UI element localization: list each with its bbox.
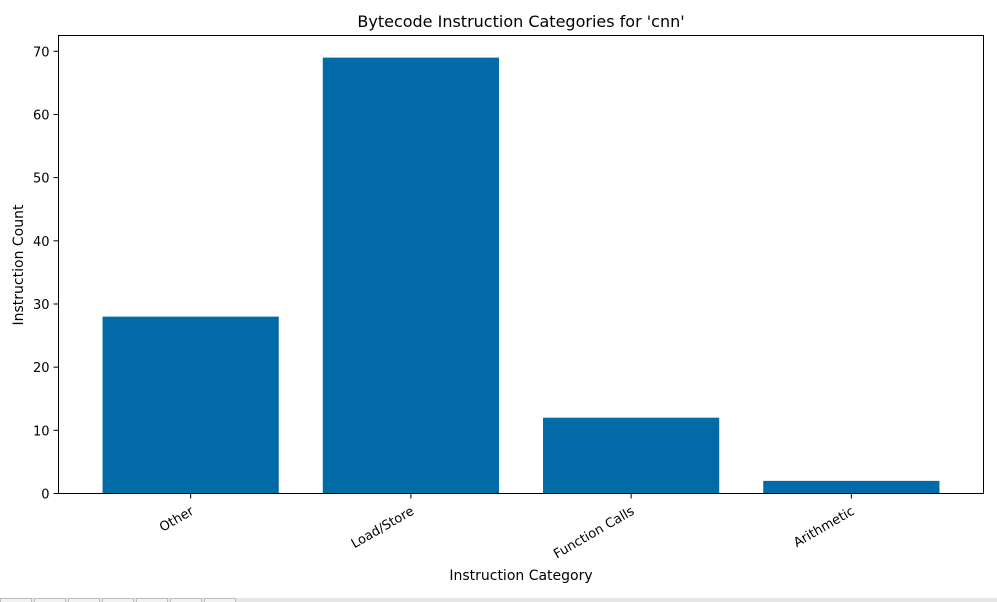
y-tick-label: 10 — [33, 424, 50, 439]
x-axis-label: Instruction Category — [449, 568, 592, 584]
y-tick-label: 40 — [33, 235, 50, 250]
x-tick-label: Arithmetic — [791, 504, 857, 551]
chart-title: Bytecode Instruction Categories for 'cnn… — [357, 12, 684, 31]
x-tick-label: Function Calls — [551, 504, 637, 562]
bar-function-calls — [543, 417, 720, 494]
strip-cell — [34, 598, 66, 602]
plot-frame — [58, 35, 984, 494]
y-tick-label: 60 — [33, 108, 50, 123]
bar-other — [102, 316, 279, 494]
strip-cell — [68, 598, 100, 602]
strip-cell — [170, 598, 202, 602]
y-tick-label: 30 — [33, 298, 50, 313]
x-tick-label: Other — [157, 504, 197, 536]
y-tick-label: 20 — [33, 361, 50, 376]
bar-load-store — [322, 57, 499, 494]
bars-group — [102, 57, 940, 494]
bottom-toolbar-strip — [0, 598, 997, 602]
strip-cell — [136, 598, 168, 602]
x-tick-label: Load/Store — [349, 504, 417, 552]
y-tick-label: 0 — [41, 488, 49, 503]
strip-cell — [204, 598, 236, 602]
x-ticks-group: Other Load/Store Function Calls Arithmetic — [157, 493, 857, 562]
bar-arithmetic — [763, 480, 940, 494]
y-axis-label: Instruction Count — [11, 204, 27, 325]
strip-cell — [0, 598, 32, 602]
y-tick-label: 50 — [33, 172, 50, 187]
y-tick-label: 70 — [33, 45, 50, 60]
strip-cell — [102, 598, 134, 602]
y-ticks-group: 0 10 20 30 40 50 60 70 — [33, 45, 59, 503]
